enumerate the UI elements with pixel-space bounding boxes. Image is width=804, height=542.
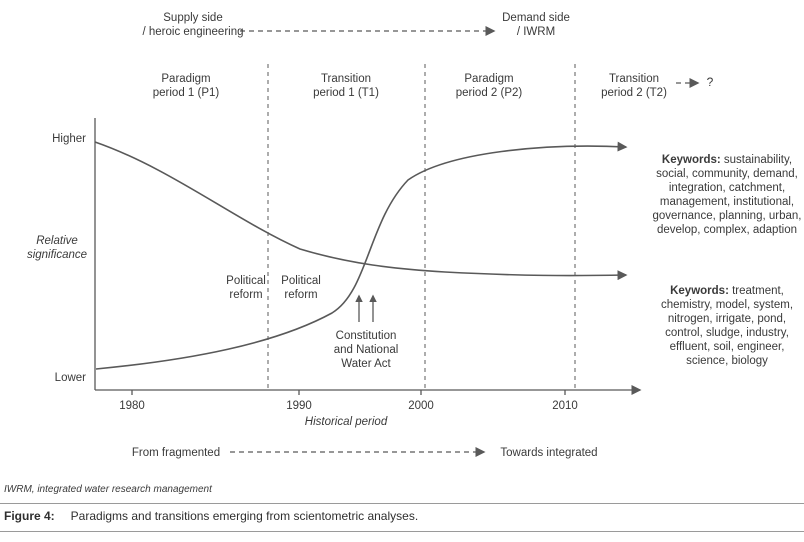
x-tick-label-2010: 2010 [552,400,578,412]
figure-caption: Figure 4: Paradigms and transitions emerg… [4,509,418,523]
figure-footnote: IWRM, integrated water research manageme… [4,484,212,495]
keywords-demand-label: Keywords: [661,154,721,166]
political-reform-right-label: Political reform [281,275,321,301]
water-act-label: Constitution and National Water Act [333,330,399,370]
keywords-supply-block: Keywords: treatment, chemistry, model, s… [650,270,804,368]
keywords-demand-block: Keywords: sustainability, social, commun… [650,139,804,237]
demand-side-label: Demand side / IWRM [502,12,570,38]
x-tick-label-1980: 1980 [119,400,145,412]
political-reform-left-label: Political reform [226,275,266,301]
x-tick-label-2000: 2000 [408,400,434,412]
keywords-supply-text: treatment, chemistry, model, system, nit… [660,285,794,367]
period-p1-label: Paradigm period 1 (P1) [152,73,220,99]
y-axis-lower-label: Lower [54,372,86,384]
supply-side-label: Supply side / heroic engineering [142,12,244,38]
y-axis-higher-label: Higher [52,133,86,145]
towards-integrated-label: Towards integrated [500,447,598,459]
figure-caption-label: Figure 4: [4,509,55,523]
figure-caption-text: Paradigms and transitions emerging from … [70,509,419,523]
demand-curve [95,141,628,370]
supply-curve [94,141,628,281]
keywords-supply-label: Keywords: [670,285,729,297]
x-tick-label-1990: 1990 [286,400,312,412]
keywords-demand-text: sustainability, social, community, deman… [652,154,802,236]
y-axis-title: Relative significance [26,235,88,261]
x-axis-title: Historical period [304,416,388,428]
future-question-mark: ? [706,75,714,89]
period-t2-label: Transition period 2 (T2) [601,73,667,99]
from-fragmented-label: From fragmented [131,447,221,459]
period-t1-label: Transition period 1 (T1) [313,73,379,99]
period-p2-label: Paradigm period 2 (P2) [455,73,523,99]
